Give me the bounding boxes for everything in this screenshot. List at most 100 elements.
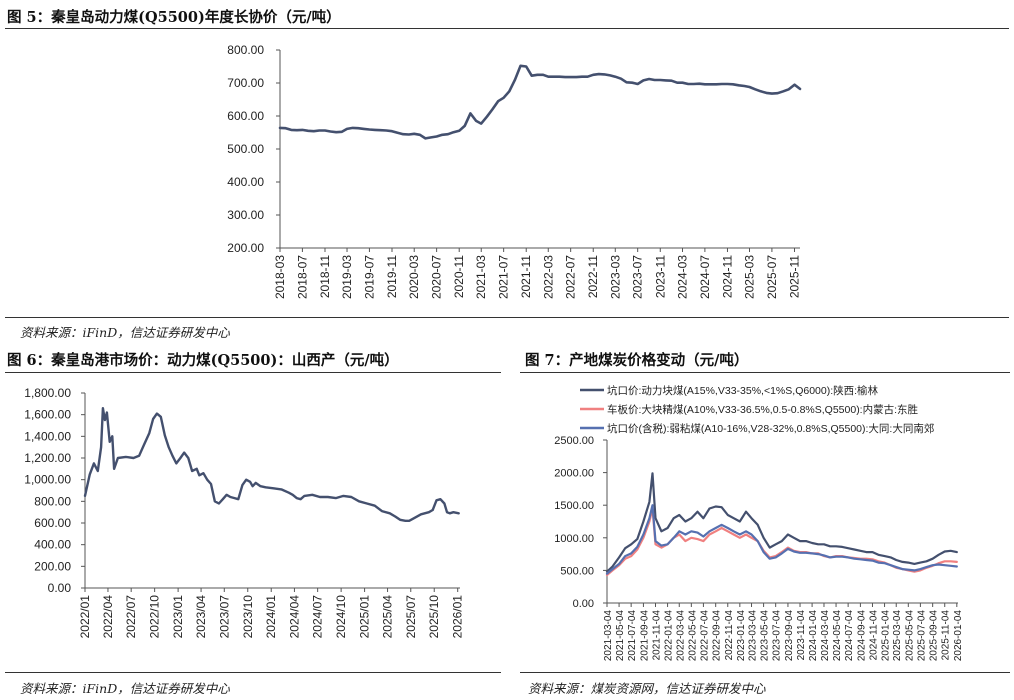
fig6-ytick-label: 200.00 <box>34 559 71 573</box>
fig6-xtick-label: 2025/10 <box>427 595 441 639</box>
fig5-xtick-label: 2020-03 <box>407 255 421 299</box>
fig7-xtick-label: 2025-07-04 <box>916 610 927 662</box>
fig7-xtick-label: 2024-11-04 <box>868 610 879 661</box>
fig5-ytick-label: 400.00 <box>227 175 264 189</box>
fig7-legend-label-3: 坑口价(含税):弱粘煤(A10-16%,V28-32%,0.8%S,Q5500)… <box>607 422 934 435</box>
fig6-xtick-label: 2023/04 <box>194 595 208 639</box>
fig7-series-1-line <box>605 472 958 573</box>
fig7-xtick-label: 2023-11-04 <box>796 610 807 661</box>
fig7-xtick-label: 2022-05-04 <box>687 610 698 662</box>
fig7-xtick-label: 2021-07-04 <box>627 610 638 662</box>
fig5-xtick-label: 2020-07 <box>430 255 444 299</box>
fig6-xtick-label: 2025/01 <box>358 595 372 639</box>
fig6-source: 资料来源：iFinD，信达证券研发中心 <box>20 681 230 696</box>
fig5-xtick-label: 2022-07 <box>564 255 578 299</box>
fig5-ytick-label: 500.00 <box>227 142 264 156</box>
fig7-xtick-label: 2023-01-04 <box>736 610 747 662</box>
fig7-xtick-label: 2021-05-04 <box>615 610 626 662</box>
fig5-source-rule <box>5 317 1009 318</box>
fig7-xtick-label: 2023-05-04 <box>760 610 771 662</box>
fig7-xtick-label: 2022-01-04 <box>664 610 675 662</box>
fig7-ytick-label: 1500.00 <box>554 500 594 512</box>
fig7-source-rule <box>520 672 1010 673</box>
fig6-xtick-label: 2022/07 <box>124 595 138 639</box>
fig5-xtick-label: 2019-11 <box>385 255 399 298</box>
fig7-xtick-label: 2022-09-04 <box>712 610 723 662</box>
fig6-title-rule <box>5 372 501 373</box>
fig6-ytick-label: 1,800.00 <box>24 386 71 400</box>
fig7-xtick-label: 2022-07-04 <box>699 610 710 662</box>
fig7-ytick-label: 0.00 <box>573 598 594 610</box>
fig6-xtick-label: 2024/07 <box>311 595 325 639</box>
fig5-xtick-label: 2024-03 <box>675 255 689 299</box>
fig5-xtick-label: 2018-03 <box>273 255 287 299</box>
fig5-series-1-line <box>278 64 802 140</box>
fig5-title: 图 5：秦皇岛动力煤(Q5500)年度长协价（元/吨） <box>7 9 341 26</box>
fig7-source: 资料来源：煤炭资源网，信达证券研发中心 <box>528 681 766 696</box>
fig7-xtick-label: 2021-09-04 <box>639 610 650 662</box>
fig6-ytick-label: 1,600.00 <box>24 408 71 422</box>
fig5-source: 资料来源：iFinD，信达证券研发中心 <box>20 325 230 340</box>
fig5-ytick-label: 700.00 <box>227 76 264 90</box>
fig6-xtick-label: 2024/01 <box>264 595 278 639</box>
fig5-xtick-label: 2021-07 <box>497 255 511 299</box>
fig7-title: 图 7：产地煤炭价格变动（元/吨） <box>525 352 749 369</box>
fig7-xtick-label: 2025-03-04 <box>892 610 903 662</box>
fig5-xtick-label: 2021-03 <box>474 255 488 299</box>
fig7-xtick-label: 2022-03-04 <box>675 610 686 662</box>
fig7-xtick-label: 2025-01-04 <box>881 610 892 662</box>
fig7-series-3-line <box>605 504 958 575</box>
fig5-title-rule <box>5 28 1009 29</box>
fig6-ytick-label: 1,000.00 <box>24 473 71 487</box>
fig6-xtick-label: 2022/10 <box>148 595 162 639</box>
fig6-xtick-label: 2024/10 <box>334 595 348 639</box>
fig6-xtick-label: 2024/04 <box>287 595 301 639</box>
fig5-xtick-label: 2024-11 <box>720 255 734 298</box>
fig6-xtick-label: 2022/04 <box>101 595 115 639</box>
fig6-xtick-label: 2023/07 <box>217 595 231 639</box>
fig5-ytick-label: 300.00 <box>227 208 264 222</box>
fig6-title: 图 6：秦皇岛港市场价：动力煤(Q5500)：山西产（元/吨） <box>7 352 399 369</box>
fig6-source-rule <box>5 672 501 673</box>
fig6-xtick-label: 2023/10 <box>241 595 255 639</box>
fig5-xtick-label: 2019-07 <box>362 255 376 299</box>
fig7-xtick-label: 2023-03-04 <box>748 610 759 662</box>
fig7-xtick-label: 2025-11-04 <box>941 610 952 661</box>
fig5-xtick-label: 2025-07 <box>765 255 779 299</box>
fig7-ytick-label: 1000.00 <box>554 533 594 545</box>
fig6-xtick-label: 2022/01 <box>78 595 92 639</box>
fig6-ytick-label: 600.00 <box>34 516 71 530</box>
fig7-ytick-label: 2000.00 <box>554 468 594 480</box>
fig7-xtick-label: 2023-09-04 <box>784 610 795 662</box>
fig5-xtick-label: 2021-11 <box>519 255 533 298</box>
fig7-xtick-label: 2021-11-04 <box>652 610 663 661</box>
fig6-xtick-label: 2025/04 <box>381 595 395 639</box>
fig6-ytick-label: 1,400.00 <box>24 429 71 443</box>
fig7-xtick-label: 2024-05-04 <box>832 610 843 662</box>
fig7-xtick-label: 2024-01-04 <box>808 610 819 662</box>
fig6-ytick-label: 400.00 <box>34 538 71 552</box>
fig5-xtick-label: 2025-03 <box>743 255 757 299</box>
fig5-xtick-label: 2024-07 <box>698 255 712 299</box>
fig7-xtick-label: 2022-11-04 <box>724 610 735 661</box>
fig6-xtick-label: 2026/01 <box>451 595 465 639</box>
fig5-ytick-label: 800.00 <box>227 43 264 57</box>
fig7-ytick-label: 2500.00 <box>554 435 594 447</box>
fig7-legend-label-2: 车板价:大块精煤(A10%,V33-36.5%,0.5-0.8%S,Q5500)… <box>607 403 919 416</box>
fig5-xtick-label: 2020-11 <box>452 255 466 298</box>
fig6-ytick-label: 0.00 <box>48 581 72 595</box>
fig6-xtick-label: 2025/07 <box>404 595 418 639</box>
fig5-xtick-label: 2025-11 <box>787 255 801 298</box>
fig5-xtick-label: 2022-03 <box>541 255 555 299</box>
fig7-xtick-label: 2025-09-04 <box>929 610 940 662</box>
fig7-xtick-label: 2024-09-04 <box>856 610 867 662</box>
fig5-ytick-label: 200.00 <box>227 241 264 255</box>
fig7-xtick-label: 2021-03-04 <box>603 610 614 662</box>
fig5-xtick-label: 2023-11 <box>653 255 667 298</box>
fig5-xtick-label: 2018-07 <box>295 255 309 299</box>
fig6-xtick-label: 2023/01 <box>171 595 185 639</box>
fig7-xtick-label: 2024-03-04 <box>820 610 831 662</box>
